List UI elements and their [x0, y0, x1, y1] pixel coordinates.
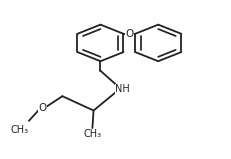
Text: NH: NH [115, 84, 130, 94]
Text: CH₃: CH₃ [83, 129, 101, 139]
Text: O: O [125, 29, 134, 39]
Text: CH₃: CH₃ [11, 125, 29, 135]
Text: O: O [39, 103, 47, 113]
